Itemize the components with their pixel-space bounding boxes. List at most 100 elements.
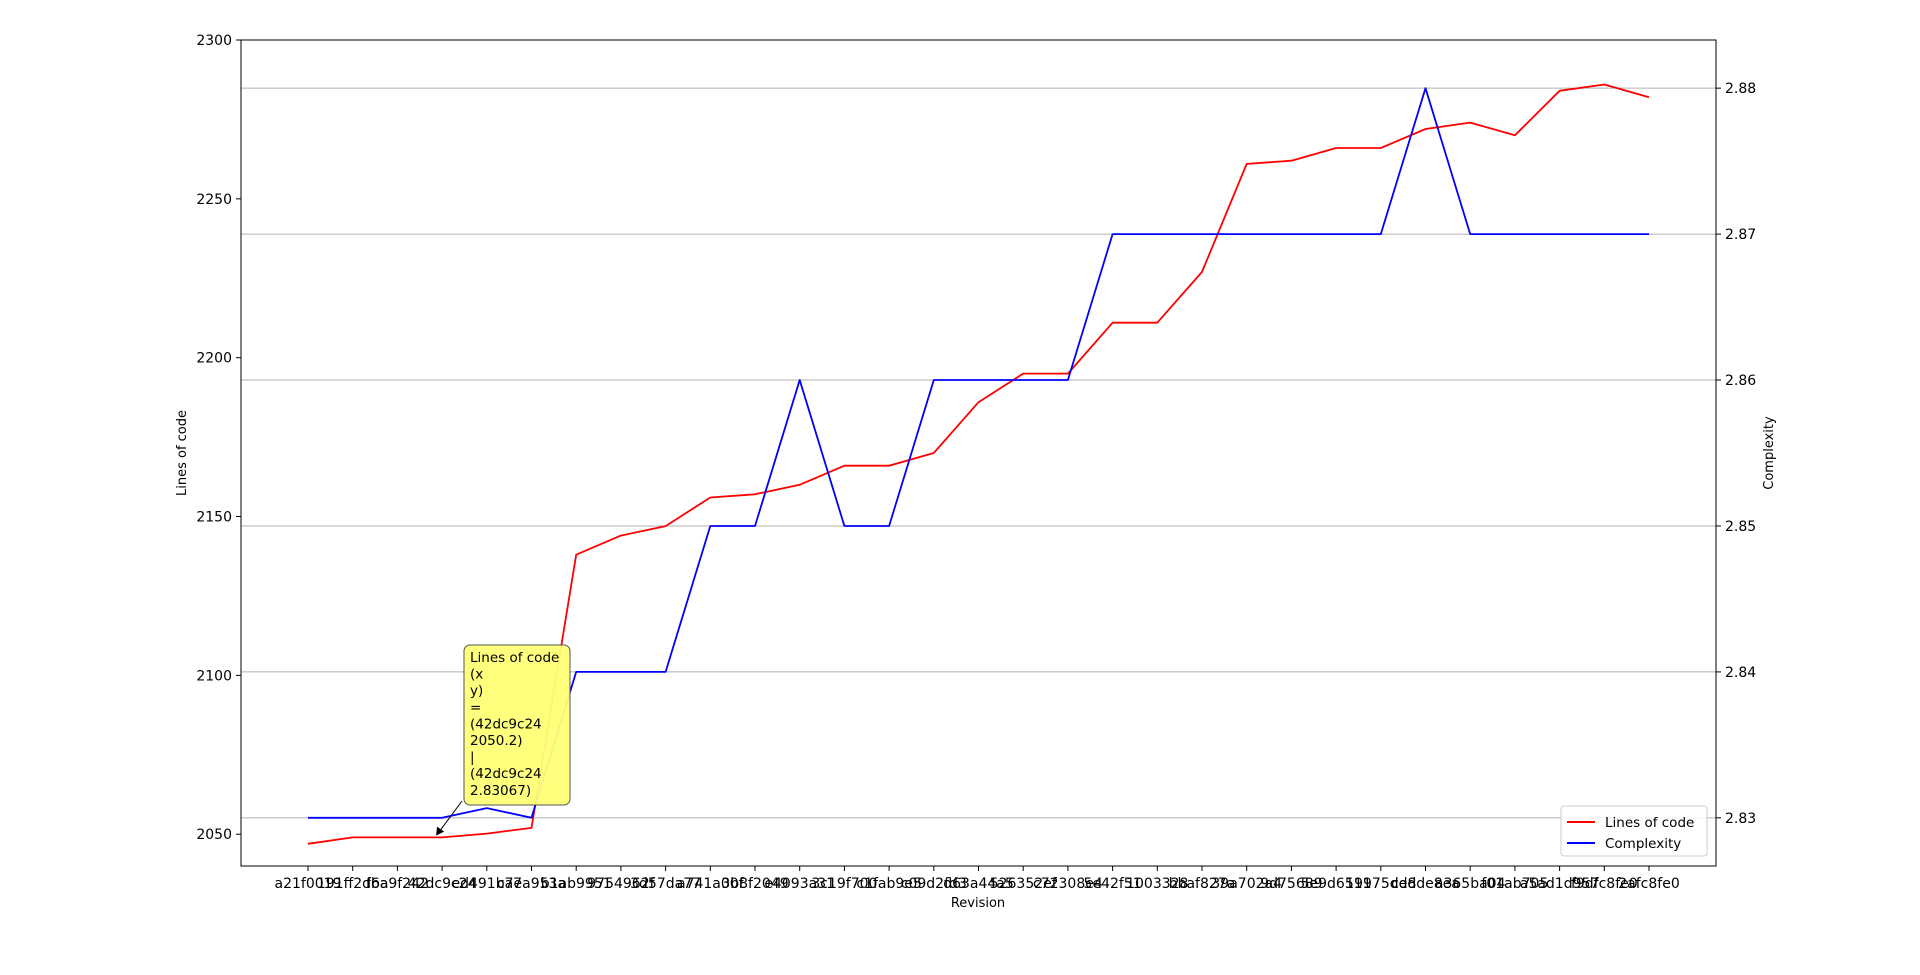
right-axis: 2.83 2.84 2.85 2.86 2.87 2.88 — [1716, 81, 1756, 827]
data-point[interactable] — [754, 524, 757, 527]
legend-label[interactable]: Lines of code — [1605, 815, 1694, 831]
data-point[interactable] — [441, 816, 444, 819]
data-point[interactable] — [1201, 270, 1204, 273]
x-tick-label: 5e42f51 — [1084, 876, 1142, 892]
data-point[interactable] — [1245, 162, 1248, 165]
data-point[interactable] — [530, 826, 533, 829]
data-point[interactable] — [396, 836, 399, 839]
data-point[interactable] — [307, 842, 310, 845]
x-tick-label: 9754962f — [587, 876, 655, 892]
data-point[interactable] — [1335, 233, 1338, 236]
data-point[interactable] — [1558, 233, 1561, 236]
data-point[interactable] — [664, 525, 667, 528]
data-point[interactable] — [441, 836, 444, 839]
x-tick-label: c7ea953a — [497, 876, 566, 892]
data-point[interactable] — [798, 379, 801, 382]
data-point[interactable] — [754, 493, 757, 496]
data-point[interactable] — [843, 524, 846, 527]
legend[interactable]: Lines of code Complexity — [1560, 805, 1708, 857]
series-layer — [307, 83, 1651, 845]
tooltip-line: (42dc9c24 — [470, 766, 542, 782]
tooltip-box — [463, 644, 571, 806]
data-point[interactable] — [1066, 379, 1069, 382]
data-point[interactable] — [1469, 121, 1472, 124]
data-point[interactable] — [530, 816, 533, 819]
data-point[interactable] — [932, 379, 935, 382]
tooltip-pointer — [439, 800, 463, 831]
data-point[interactable] — [1558, 89, 1561, 92]
right-axis-label: Complexity — [1762, 416, 1777, 490]
data-point[interactable] — [1022, 372, 1025, 375]
data-point[interactable] — [1156, 233, 1159, 236]
data-point[interactable] — [1245, 233, 1248, 236]
data-point[interactable] — [485, 807, 488, 810]
data-point[interactable] — [1022, 379, 1025, 382]
tooltip-line: (42dc9c24 — [470, 716, 542, 732]
data-point[interactable] — [977, 379, 980, 382]
left-axis-label: Lines of code — [175, 410, 190, 496]
data-point[interactable] — [843, 464, 846, 467]
data-point[interactable] — [1379, 147, 1382, 150]
data-point[interactable] — [351, 816, 354, 819]
x-tick-label: 3d57da77 — [630, 876, 701, 892]
data-point[interactable] — [619, 534, 622, 537]
data-point[interactable] — [1424, 127, 1427, 130]
x-tick-label: c09d2fd3 — [901, 876, 967, 892]
right-tick-label: 2.88 — [1725, 81, 1756, 97]
data-point[interactable] — [888, 464, 891, 467]
data-point[interactable] — [888, 524, 891, 527]
left-tick-label: 2300 — [196, 33, 232, 49]
data-point[interactable] — [1201, 233, 1204, 236]
data-point[interactable] — [932, 452, 935, 455]
right-tick-label: 2.85 — [1725, 519, 1756, 535]
data-point[interactable] — [575, 670, 578, 673]
data-point[interactable] — [798, 483, 801, 486]
data-point[interactable] — [1648, 233, 1651, 236]
data-point[interactable] — [1290, 233, 1293, 236]
data-point[interactable] — [1111, 233, 1114, 236]
data-point[interactable] — [1469, 233, 1472, 236]
hover-tooltip: Lines of code(xy)=(42dc9c242050.2)|(42dc… — [436, 644, 571, 836]
data-point[interactable] — [1379, 233, 1382, 236]
tooltip-line: (x — [470, 667, 483, 683]
data-point[interactable] — [709, 496, 712, 499]
data-point[interactable] — [1648, 96, 1651, 99]
tooltip-line: 2050.2) — [470, 733, 523, 749]
data-point[interactable] — [619, 670, 622, 673]
data-point[interactable] — [1603, 83, 1606, 86]
data-point[interactable] — [1111, 321, 1114, 324]
x-tick-label: f9dfc8fe0 — [1571, 876, 1638, 892]
x-tick-label: 39a702a4 — [1211, 876, 1282, 892]
x-tick-label: cedde8ea — [1391, 876, 1460, 892]
data-point[interactable] — [575, 553, 578, 556]
x-tick-label: f6a9f242 — [366, 876, 429, 892]
data-point[interactable] — [1424, 87, 1427, 90]
x-tick-label: d63a44a5 — [943, 876, 1014, 892]
data-point[interactable] — [1513, 233, 1516, 236]
data-point[interactable] — [709, 524, 712, 527]
x-tick-label: e4093a31 — [764, 876, 835, 892]
x-tick-label: f01ab705 — [1481, 876, 1548, 892]
x-tick-label: 3c19f700 — [811, 876, 877, 892]
right-tick-label: 2.83 — [1725, 811, 1756, 827]
x-tick-label: 526352ef — [990, 876, 1058, 892]
data-point[interactable] — [485, 832, 488, 835]
data-point[interactable] — [351, 836, 354, 839]
grid — [241, 87, 1716, 819]
data-point[interactable] — [1156, 321, 1159, 324]
data-point[interactable] — [396, 816, 399, 819]
data-point[interactable] — [1513, 134, 1516, 137]
x-axis: a21f0019191ff2dbaf6a9f24242dc9c24ed491ba… — [275, 866, 1680, 892]
legend-label[interactable]: Complexity — [1605, 836, 1681, 852]
data-point[interactable] — [977, 401, 980, 404]
tooltip-line: 2.83067) — [470, 783, 531, 799]
data-point[interactable] — [1603, 233, 1606, 236]
data-point[interactable] — [1335, 147, 1338, 150]
tooltip-line: y) — [470, 683, 483, 699]
data-point[interactable] — [307, 816, 310, 819]
tooltip-line: | — [470, 750, 475, 766]
right-tick-label: 2.86 — [1725, 373, 1756, 389]
data-point[interactable] — [664, 670, 667, 673]
data-point[interactable] — [1290, 159, 1293, 162]
